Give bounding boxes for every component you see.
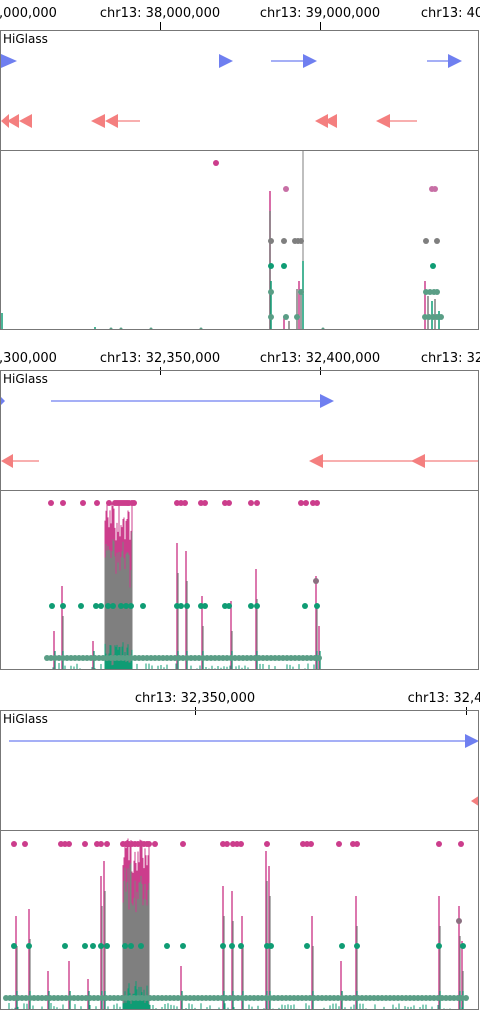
tick-mark <box>160 367 161 375</box>
gene-annotation-track[interactable]: HiGlass <box>0 30 479 151</box>
tick-label: ,300,000 <box>0 351 57 366</box>
track-brand-label: HiGlass <box>3 712 48 726</box>
view-1: ,000,000 chr13: 38,000,000 chr13: 39,000… <box>0 0 480 330</box>
reverse-gene-arrow <box>471 796 478 806</box>
gene-track-canvas <box>1 394 478 468</box>
track-brand-label: HiGlass <box>3 372 48 386</box>
variant-dots <box>44 500 322 661</box>
tick-label: ,000,000 <box>0 6 57 21</box>
variant-track[interactable] <box>0 490 479 670</box>
variant-canvas <box>44 500 322 669</box>
gene-annotation-track[interactable]: HiGlass <box>0 370 479 491</box>
top-axis: ,000,000 chr13: 38,000,000 chr13: 39,000… <box>0 0 480 30</box>
tick-mark <box>195 707 196 715</box>
gene-annotation-track[interactable]: HiGlass <box>0 710 479 831</box>
variant-dots <box>109 160 444 329</box>
tick-mark <box>320 22 321 30</box>
forward-gene-arrow <box>9 734 478 748</box>
tick-label: chr13: 32 <box>420 351 480 366</box>
tick-label: chr13: 38,000,000 <box>99 6 221 21</box>
tick-label: chr13: 39,000,000 <box>259 6 381 21</box>
top-axis: chr13: 32,350,000 chr13: 32,4 <box>0 685 480 715</box>
variant-track[interactable] <box>0 150 479 330</box>
reverse-gene-arrow <box>1 114 417 128</box>
tick-label: chr13: 40 <box>420 6 480 21</box>
view-3: chr13: 32,350,000 chr13: 32,4 HiGlass <box>0 685 480 1010</box>
variant-canvas <box>3 838 469 1009</box>
variant-canvas <box>1 151 444 329</box>
tick-label: chr13: 32,350,000 <box>99 351 221 366</box>
forward-gene-arrow <box>1 394 334 408</box>
tick-label: chr13: 32,350,000 <box>134 691 256 706</box>
tick-label: chr13: 32,4 <box>407 691 480 706</box>
tick-mark <box>466 707 467 715</box>
view-2: ,300,000 chr13: 32,350,000 chr13: 32,400… <box>0 345 480 670</box>
variant-dots <box>3 841 469 1001</box>
reverse-gene-arrow <box>1 454 478 468</box>
tick-mark <box>160 22 161 30</box>
track-brand-label: HiGlass <box>3 32 48 46</box>
variant-bars <box>1 151 440 329</box>
forward-gene-arrow <box>1 54 462 68</box>
gene-track-canvas <box>9 734 478 806</box>
gene-track-canvas <box>1 54 462 128</box>
variant-bars <box>8 838 464 1009</box>
variant-track[interactable] <box>0 830 479 1010</box>
top-axis: ,300,000 chr13: 32,350,000 chr13: 32,400… <box>0 345 480 375</box>
variant-bars <box>52 501 321 669</box>
tick-mark <box>320 367 321 375</box>
tick-label: chr13: 32,400,000 <box>259 351 381 366</box>
